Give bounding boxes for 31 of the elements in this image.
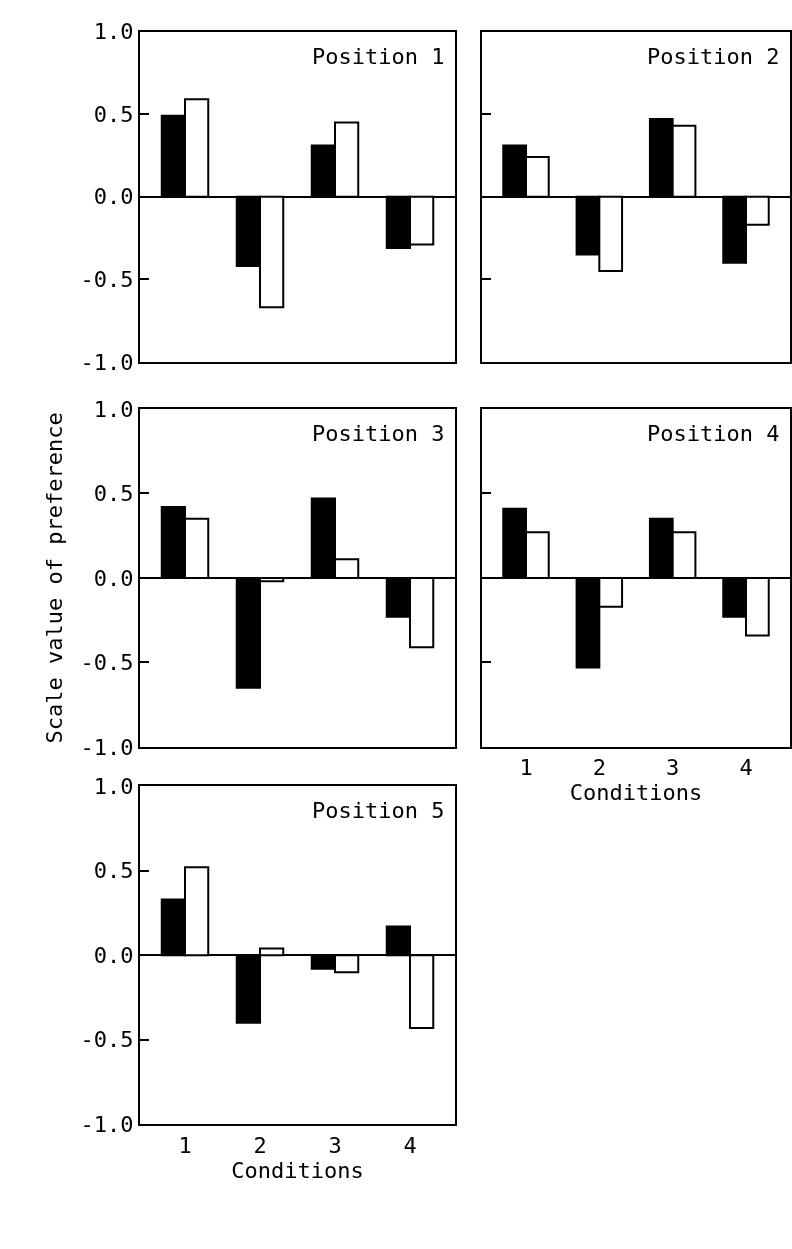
y-tick-label: 1.0	[93, 396, 134, 422]
y-tick-label: -1.0	[80, 349, 134, 375]
y-tick-label: 1.0	[93, 773, 134, 799]
y-tick-label: -1.0	[80, 1111, 134, 1137]
x-tick-label: 3	[328, 1132, 342, 1158]
x-tick-label: 2	[253, 1132, 267, 1158]
x-axis-title: Conditions	[569, 780, 703, 806]
x-tick-label: 3	[666, 755, 680, 781]
y-tick-label: -0.5	[80, 650, 134, 676]
x-tick-label: 1	[178, 1132, 192, 1158]
y-tick-label: -1.0	[80, 734, 134, 760]
x-tick-label: 1	[519, 755, 533, 781]
y-tick-label: 1.0	[93, 19, 134, 45]
text: Position 5	[312, 798, 445, 823]
y-tick-label: 0.0	[93, 565, 134, 591]
y-tick-label: 0.5	[93, 481, 134, 507]
text: Position 3	[312, 421, 445, 446]
x-tick-label: 4	[403, 1132, 417, 1158]
x-tick-label: 4	[739, 755, 753, 781]
x-axis-title: Conditions	[231, 1157, 364, 1183]
y-tick-label: -0.5	[80, 1027, 134, 1053]
y-tick-label: 0.5	[93, 858, 134, 884]
y-axis-title: Scale value of preference	[41, 412, 67, 744]
y-tick-label: 0.5	[93, 101, 134, 127]
text: Position 1	[312, 44, 445, 69]
text: Position 2	[647, 44, 780, 69]
y-tick-label: 0.0	[93, 184, 134, 210]
y-tick-label: -0.5	[80, 266, 134, 292]
text: Position 4	[647, 421, 780, 446]
x-tick-label: 2	[592, 755, 606, 781]
y-tick-label: 0.0	[93, 942, 134, 968]
